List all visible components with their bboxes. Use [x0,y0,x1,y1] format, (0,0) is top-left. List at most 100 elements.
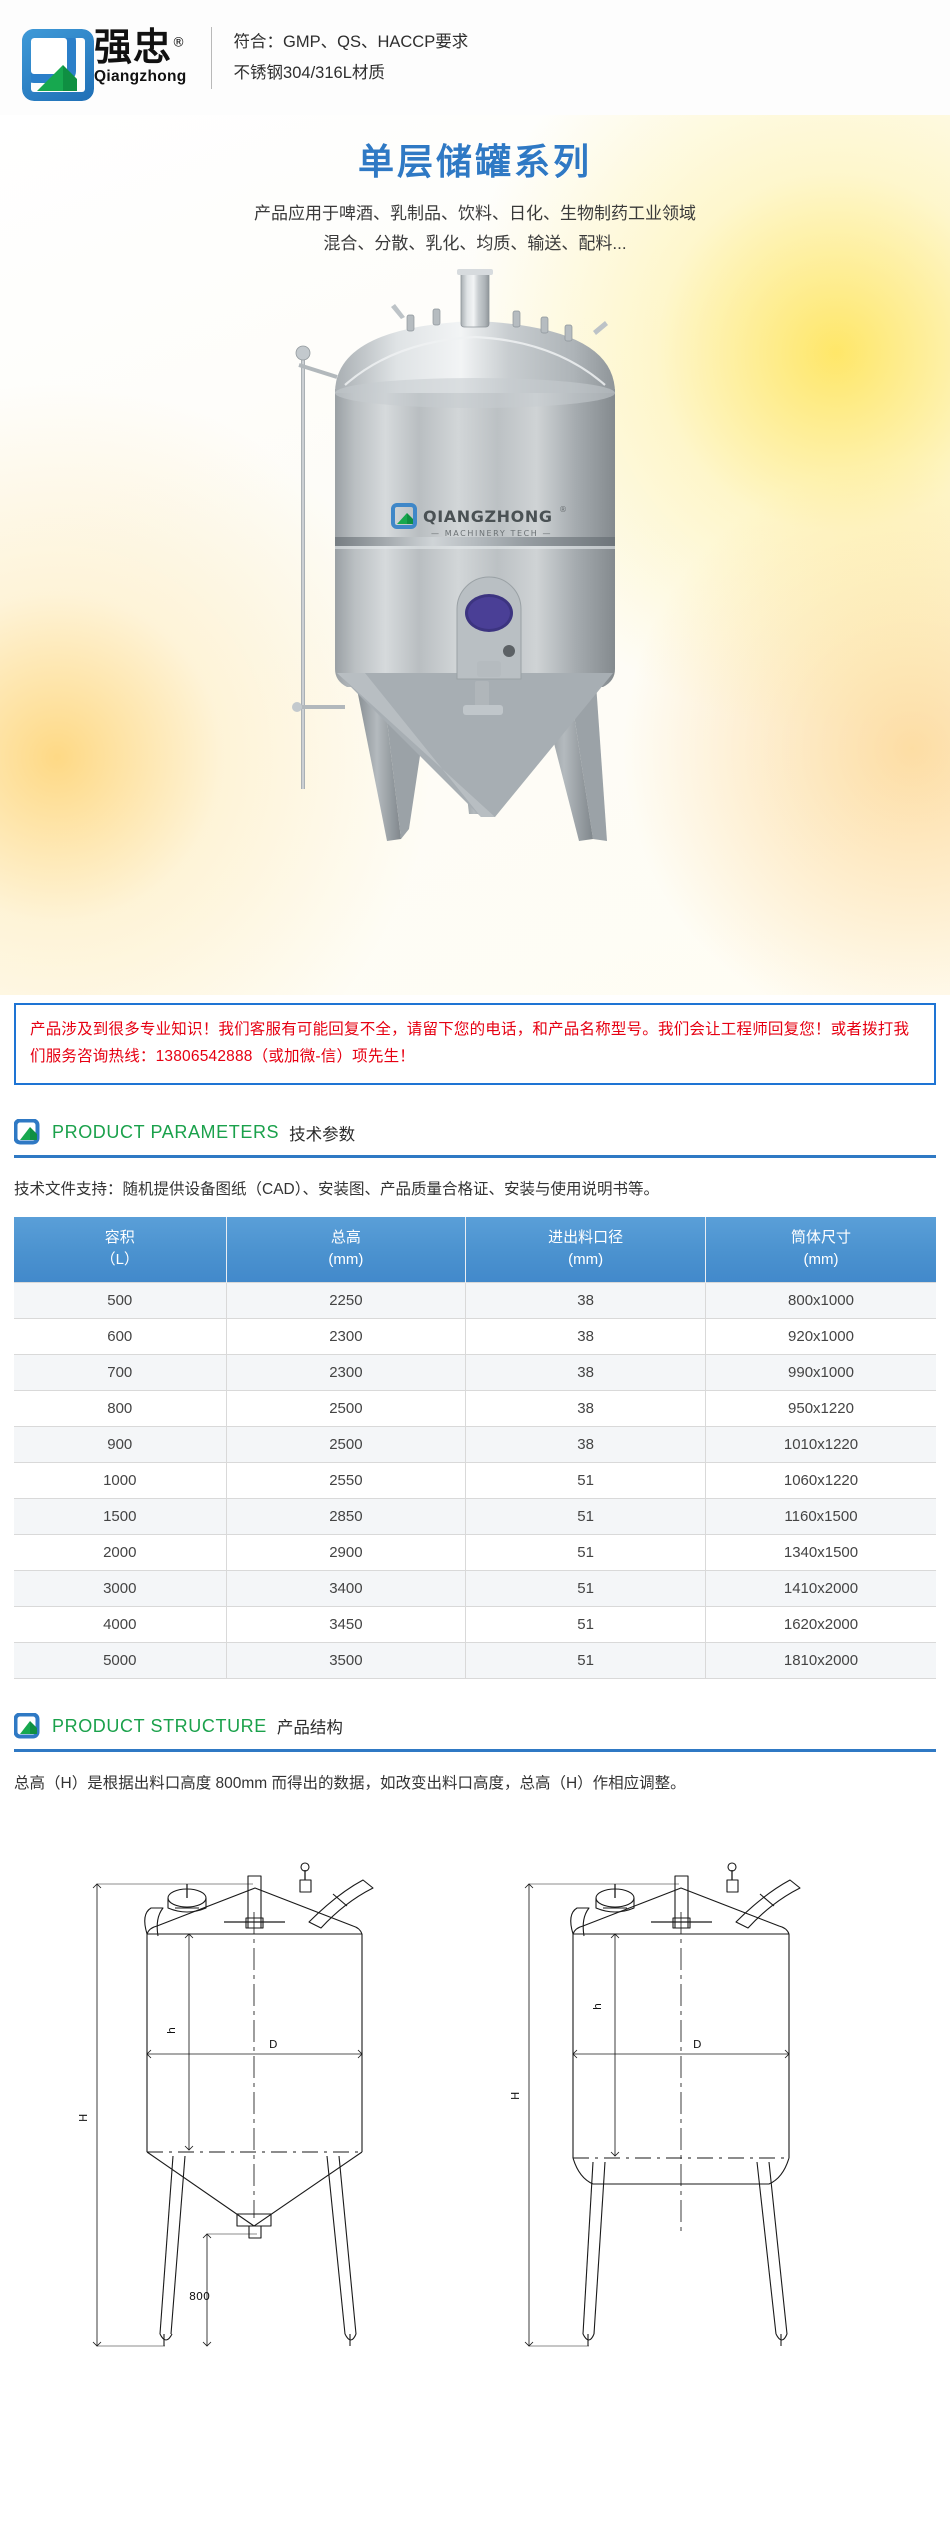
hero-subtitle-line2: 混合、分散、乳化、均质、输送、配料... [323,233,627,253]
table-header-row: 容积 （L） 总高 (mm) 进出料口径 (mm) 筒体尺寸 (mm) [14,1217,936,1283]
table-col-volume: 容积 （L） [14,1217,227,1283]
cone-bottom-tank-drawing: H h D 800 [57,1822,457,2382]
cell-volume: 3000 [14,1570,227,1607]
cell-body: 1620x2000 [705,1606,936,1643]
notice-text: 产品涉及到很多专业知识！我们客服有可能回复不全，请留下您的电话，和产品名称型号。… [30,1021,910,1066]
cell-volume: 4000 [14,1606,227,1643]
hero-banner: 单层储罐系列 产品应用于啤酒、乳制品、饮料、日化、生物制药工业领域 混合、分散、… [0,115,950,995]
cell-volume: 700 [14,1354,227,1391]
cell-volume: 5000 [14,1642,227,1679]
dimension-label-H: H [509,2092,522,2100]
cell-port: 38 [465,1354,706,1391]
qiangzhong-logo-icon [22,27,84,91]
table-row: 4000 3450 51 1620x2000 [14,1606,936,1643]
product-page: 强忠® Qiangzhong 符合：GMP、QS、HACCP要求 不锈钢304/… [0,0,950,2400]
cell-height: 2850 [226,1498,467,1535]
cell-body: 1410x2000 [705,1570,936,1607]
cell-volume: 600 [14,1318,227,1355]
table-col-total-height: 总高 (mm) [226,1217,467,1283]
cell-volume: 800 [14,1390,227,1427]
cell-port: 51 [465,1642,706,1679]
header-line-material: 不锈钢304/316L材质 [233,63,385,82]
section-title-cn: 产品结构 [276,1719,343,1738]
cell-volume: 1000 [14,1462,227,1499]
section-header-structure: PRODUCT STRUCTURE 产品结构 [13,1712,936,1752]
cell-volume: 2000 [14,1534,227,1571]
tank-brand-logo-icon: QIANGZHONG ® — MACHINERY TECH — [391,502,567,538]
dimension-label-H: H [77,2114,90,2122]
flat-bottom-tank-drawing: H h D [493,1822,893,2382]
dimension-label-h: h [591,2003,604,2010]
cell-port: 51 [465,1606,706,1643]
cell-body: 1060x1220 [705,1462,936,1499]
cell-body: 1160x1500 [705,1498,936,1535]
cell-height: 2500 [226,1426,467,1463]
table-row: 500 2250 38 800x1000 [14,1281,936,1319]
registered-mark-icon: ® [172,35,187,51]
cell-body: 1340x1500 [705,1534,936,1571]
cell-height: 2300 [226,1318,467,1355]
cell-volume: 500 [14,1281,227,1319]
table-row: 1000 2550 51 1060x1220 [14,1462,936,1499]
dimension-label-D: D [693,2038,701,2051]
table-row: 5000 3500 51 1810x2000 [14,1642,936,1679]
table-row: 900 2500 38 1010x1220 [14,1426,936,1463]
header-compliance-text: 符合：GMP、QS、HACCP要求 不锈钢304/316L材质 [234,27,469,88]
cell-body: 950x1220 [705,1390,936,1427]
hero-subtitle: 产品应用于啤酒、乳制品、饮料、日化、生物制药工业领域 混合、分散、乳化、均质、输… [0,199,950,259]
cell-port: 51 [465,1534,706,1571]
customer-service-notice: 产品涉及到很多专业知识！我们客服有可能回复不全，请留下您的电话，和产品名称型号。… [14,1003,936,1086]
cell-body: 920x1000 [705,1318,936,1355]
structure-drawings: H h D 800 [0,1822,950,2382]
dimension-label-D: D [269,2038,277,2051]
cell-volume: 900 [14,1426,227,1463]
cell-height: 2900 [226,1534,467,1571]
table-row: 2000 2900 51 1340x1500 [14,1534,936,1571]
page-header: 强忠® Qiangzhong 符合：GMP、QS、HACCP要求 不锈钢304/… [0,0,950,115]
qiangzhong-logo-icon [13,1118,41,1146]
cell-body: 1810x2000 [705,1642,936,1679]
svg-text:— MACHINERY TECH —: — MACHINERY TECH — [431,529,552,538]
hero-subtitle-line1: 产品应用于啤酒、乳制品、饮料、日化、生物制药工业领域 [254,204,696,223]
cell-height: 3400 [226,1570,467,1607]
page-title: 单层储罐系列 [357,142,592,183]
brand-logo[interactable]: 强忠® Qiangzhong [22,25,187,91]
cell-height: 3450 [226,1606,467,1643]
table-row: 800 2500 38 950x1220 [14,1390,936,1427]
table-col-port-diameter: 进出料口径 (mm) [465,1217,706,1283]
svg-text:®: ® [559,505,567,514]
dimension-label-800: 800 [189,2290,210,2303]
svg-text:QIANGZHONG: QIANGZHONG [423,507,553,526]
storage-tank-illustration: QIANGZHONG ® — MACHINERY TECH — [292,268,615,841]
dimension-label-h: h [165,2027,178,2034]
table-col-body-size: 筒体尺寸 (mm) [705,1217,936,1283]
cell-height: 3500 [226,1642,467,1679]
section-title-en: PRODUCT PARAMETERS [52,1122,280,1143]
technical-document-note: 技术文件支持：随机提供设备图纸（CAD）、安装图、产品质量合格证、安装与使用说明… [14,1181,659,1199]
section-title-en: PRODUCT STRUCTURE [52,1715,267,1736]
cell-height: 2250 [226,1281,467,1319]
section-title-cn: 技术参数 [289,1125,356,1144]
cell-port: 38 [465,1390,706,1427]
structure-height-note: 总高（H）是根据出料口高度 800mm 而得出的数据，如改变出料口高度，总高（H… [14,1774,686,1792]
table-row: 600 2300 38 920x1000 [14,1318,936,1355]
section-header-parameters: PRODUCT PARAMETERS 技术参数 [13,1118,936,1159]
cell-height: 2550 [226,1462,467,1499]
cell-port: 38 [465,1318,706,1355]
tank-photo: QIANGZHONG ® — MACHINERY TECH — [0,268,950,909]
table-row: 700 2300 38 990x1000 [14,1354,936,1391]
specifications-table: 容积 （L） 总高 (mm) 进出料口径 (mm) 筒体尺寸 (mm) [14,1217,936,1679]
logo-en-text: Qiangzhong [94,67,187,85]
cell-port: 51 [465,1570,706,1607]
table-row: 3000 3400 51 1410x2000 [14,1570,936,1607]
cell-port: 38 [465,1281,706,1319]
cell-body: 990x1000 [705,1354,936,1391]
logo-cn-text: 强忠 [94,25,173,70]
header-divider [210,26,212,89]
cell-height: 2300 [226,1354,467,1391]
cell-port: 51 [465,1498,706,1535]
cell-body: 800x1000 [705,1281,936,1319]
table-row: 1500 2850 51 1160x1500 [14,1498,936,1535]
header-line-standards: 符合：GMP、QS、HACCP要求 [233,32,469,51]
cell-port: 38 [465,1426,706,1463]
